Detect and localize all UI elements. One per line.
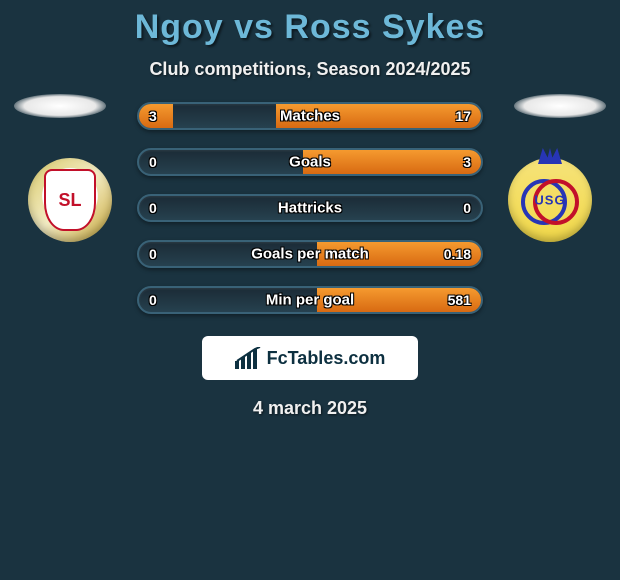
stat-value-left: 0 xyxy=(149,292,157,308)
stat-bar: 0 0.18 Goals per match xyxy=(137,240,483,268)
stat-label: Goals per match xyxy=(251,246,369,263)
crown-icon xyxy=(538,148,562,164)
stat-value-right: 17 xyxy=(455,108,471,124)
stat-value-left: 0 xyxy=(149,200,157,216)
stat-value-right: 0 xyxy=(463,200,471,216)
stat-value-left: 0 xyxy=(149,154,157,170)
halo-left xyxy=(14,94,106,118)
page-subtitle: Club competitions, Season 2024/2025 xyxy=(0,59,620,80)
stat-label: Min per goal xyxy=(266,292,354,309)
stat-value-left: 3 xyxy=(149,108,157,124)
stat-label: Matches xyxy=(280,108,340,125)
stat-bar: 3 17 Matches xyxy=(137,102,483,130)
stat-value-right: 3 xyxy=(463,154,471,170)
club-logo-left-initials: SL xyxy=(44,169,96,231)
brand-text: FcTables.com xyxy=(267,348,386,369)
club-logo-right-initials: USG xyxy=(508,193,592,208)
club-logo-left: SL xyxy=(28,158,112,242)
stat-bar: 0 3 Goals xyxy=(137,148,483,176)
stat-bar: 0 0 Hattricks xyxy=(137,194,483,222)
page-title: Ngoy vs Ross Sykes xyxy=(0,0,620,47)
snapshot-date: 4 march 2025 xyxy=(0,398,620,419)
stat-label: Goals xyxy=(289,154,331,171)
stat-label: Hattricks xyxy=(278,200,342,217)
stat-bars: 3 17 Matches 0 3 Goals 0 0 Hattricks 0 0.18 Goals p… xyxy=(137,102,483,314)
halo-right xyxy=(514,94,606,118)
brand-badge: FcTables.com xyxy=(202,336,418,380)
stat-bar: 0 581 Min per goal xyxy=(137,286,483,314)
stat-value-right: 0.18 xyxy=(444,246,471,262)
bars-chart-icon xyxy=(235,347,261,369)
stat-value-left: 0 xyxy=(149,246,157,262)
stat-value-right: 581 xyxy=(448,292,471,308)
club-logo-right: USG xyxy=(508,158,592,242)
comparison-stage: SL USG 3 17 Matches 0 3 Goals 0 0 Hattricks 0 0.18… xyxy=(0,102,620,314)
